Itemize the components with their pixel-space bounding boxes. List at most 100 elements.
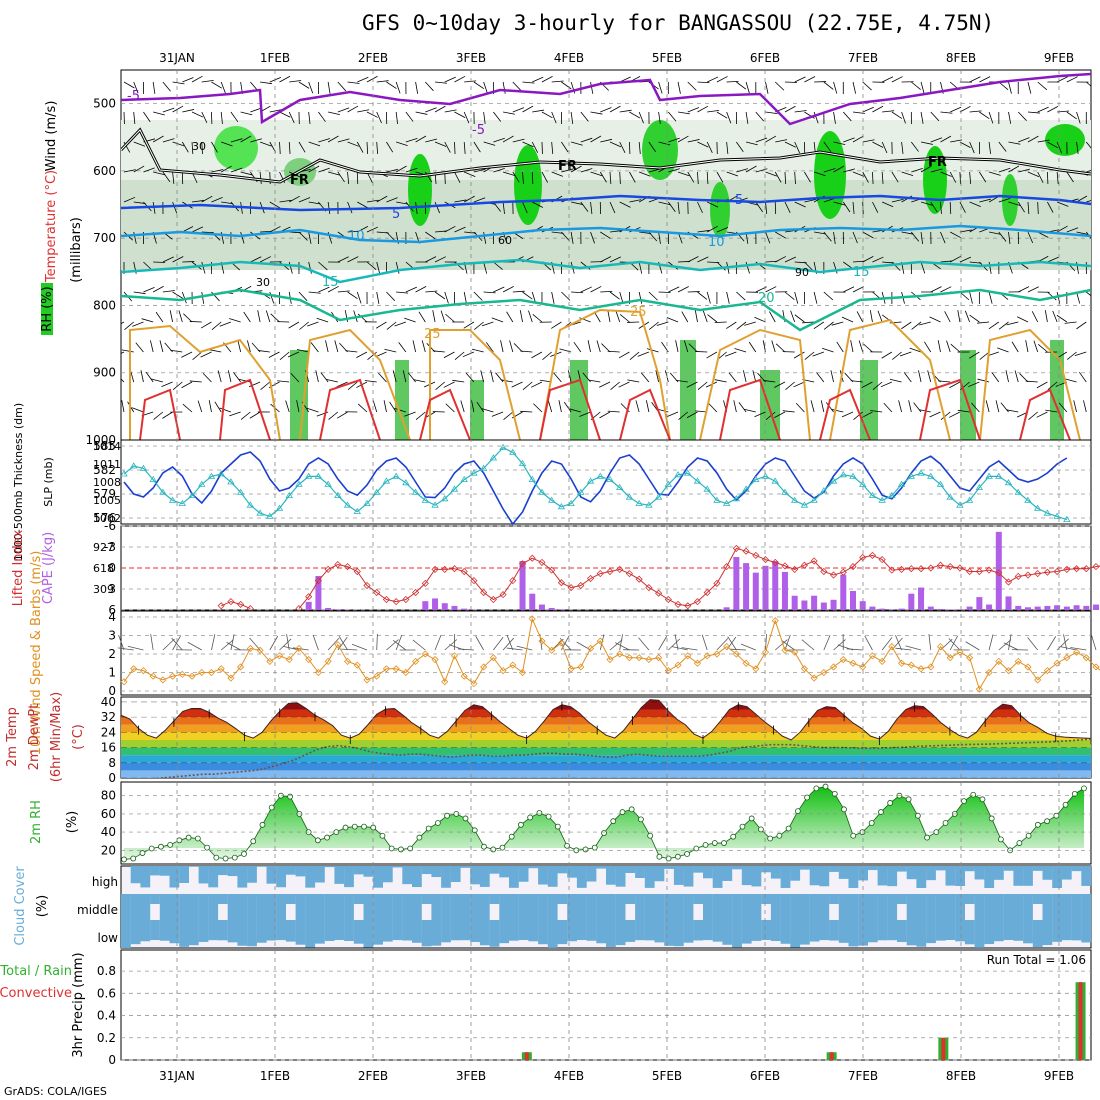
wind-barb (590, 201, 593, 214)
lifted-index-point (645, 584, 653, 592)
cloud-high-bar (382, 866, 393, 883)
wind-barb (435, 230, 448, 233)
wind-barb (460, 400, 465, 413)
wind-barb (969, 76, 981, 83)
wind-barb (930, 286, 942, 293)
wind-barb (920, 141, 933, 145)
wind-barb (909, 347, 922, 353)
cape-bar (840, 574, 847, 610)
wind-barb (619, 171, 621, 185)
wind-barb (415, 111, 428, 115)
cloud-high-bar (994, 866, 1004, 880)
cape-bar (334, 609, 341, 610)
wind-barb (609, 201, 616, 214)
cloud-low-bar (266, 920, 277, 941)
rh-point (998, 836, 1004, 843)
wind-barb (881, 171, 884, 184)
wind10m-barb (1070, 647, 1087, 651)
wind-barb (318, 286, 330, 293)
date-axis-bottom: 31JAN 1FEB 2FEB 3FEB 4FEB 5FEB 6FEB 7FEB 8FEB 9FE… (159, 1069, 1074, 1083)
wind10m-point (859, 663, 867, 671)
wind-barb (1037, 106, 1049, 113)
wind-barb (522, 201, 528, 214)
wind-barb (964, 310, 971, 323)
lifted-index-point (907, 565, 915, 573)
rh-point (582, 846, 589, 853)
wind10m-point (557, 639, 565, 647)
wind-barb (1083, 400, 1087, 413)
wind-barb (1008, 111, 1012, 124)
wind-barb (858, 340, 864, 353)
wind-barb (396, 141, 408, 147)
cloud-middle-bar (256, 894, 267, 920)
wind-barb (790, 310, 796, 323)
wind10m-point (635, 654, 643, 662)
wind-barb (869, 310, 873, 323)
rh-point (231, 854, 238, 861)
cloud-low-bar (964, 920, 975, 945)
wind-barb (143, 167, 155, 173)
wind10m-point (188, 672, 196, 680)
wind-barb (959, 229, 972, 233)
wind-barb (728, 372, 737, 383)
cloud-middle-bar (567, 894, 577, 920)
wind10m-point (392, 665, 400, 673)
wind10m-point (314, 668, 322, 677)
wind-barb (200, 351, 212, 358)
cloud-middle-bar (1023, 894, 1033, 920)
date-label-top: 8FEB (946, 51, 976, 65)
wind-barb (471, 348, 484, 353)
thickness-point (207, 472, 216, 479)
precip-convective-bar (829, 1052, 834, 1060)
wind-barb (181, 141, 189, 153)
wind10m-barb (118, 634, 125, 651)
wind-barb (434, 291, 446, 300)
wind-barb (1028, 411, 1038, 421)
rh-point (564, 842, 570, 849)
wind10m-point (567, 665, 575, 673)
wind-barb (881, 141, 888, 154)
wind-barb (1018, 286, 1030, 293)
cloud-middle-bar (198, 894, 209, 920)
cloud-high-bar (596, 866, 607, 869)
thickness-point (489, 454, 498, 461)
wind-barb (181, 351, 193, 358)
wind10m-point (198, 668, 206, 677)
wind-barb (726, 111, 732, 124)
wind10m-point (1043, 667, 1051, 675)
rh-point (961, 798, 967, 805)
cloud-middle-bar (402, 894, 413, 920)
cloud-high-bar (518, 866, 529, 882)
wind-barb (609, 141, 622, 148)
cloud-middle-bar (344, 894, 354, 920)
wind10m-point (752, 665, 760, 673)
wind-barb (308, 291, 321, 294)
wind-barb (425, 231, 436, 240)
rh-point (1034, 821, 1041, 828)
wind10m-barb (609, 639, 623, 651)
wind-barb (454, 226, 466, 233)
cloud-low-bar (188, 920, 199, 946)
wind10m-point (596, 637, 604, 645)
wind-barb (666, 411, 679, 418)
wind-barb (502, 81, 506, 94)
wind-barb (677, 171, 690, 177)
cloud-high-bar (722, 866, 733, 881)
temp-band (121, 747, 1091, 756)
cloud-high-bar (732, 866, 742, 870)
wind-barb (794, 141, 801, 154)
wind10m-point (616, 650, 624, 658)
wind-barb (681, 311, 689, 323)
wind-barb (257, 310, 261, 323)
wind-barb (852, 171, 865, 177)
rh-legend-swatch (41, 283, 53, 335)
rh-point (794, 808, 801, 815)
cloud-low-bar (179, 920, 189, 947)
wind10m-tick: 3 (108, 629, 116, 643)
wind-barb (822, 347, 834, 353)
wind-barb (356, 141, 364, 153)
wind-barb (268, 351, 280, 358)
contour-neg5 (121, 72, 1091, 126)
wind-barb (745, 81, 750, 94)
